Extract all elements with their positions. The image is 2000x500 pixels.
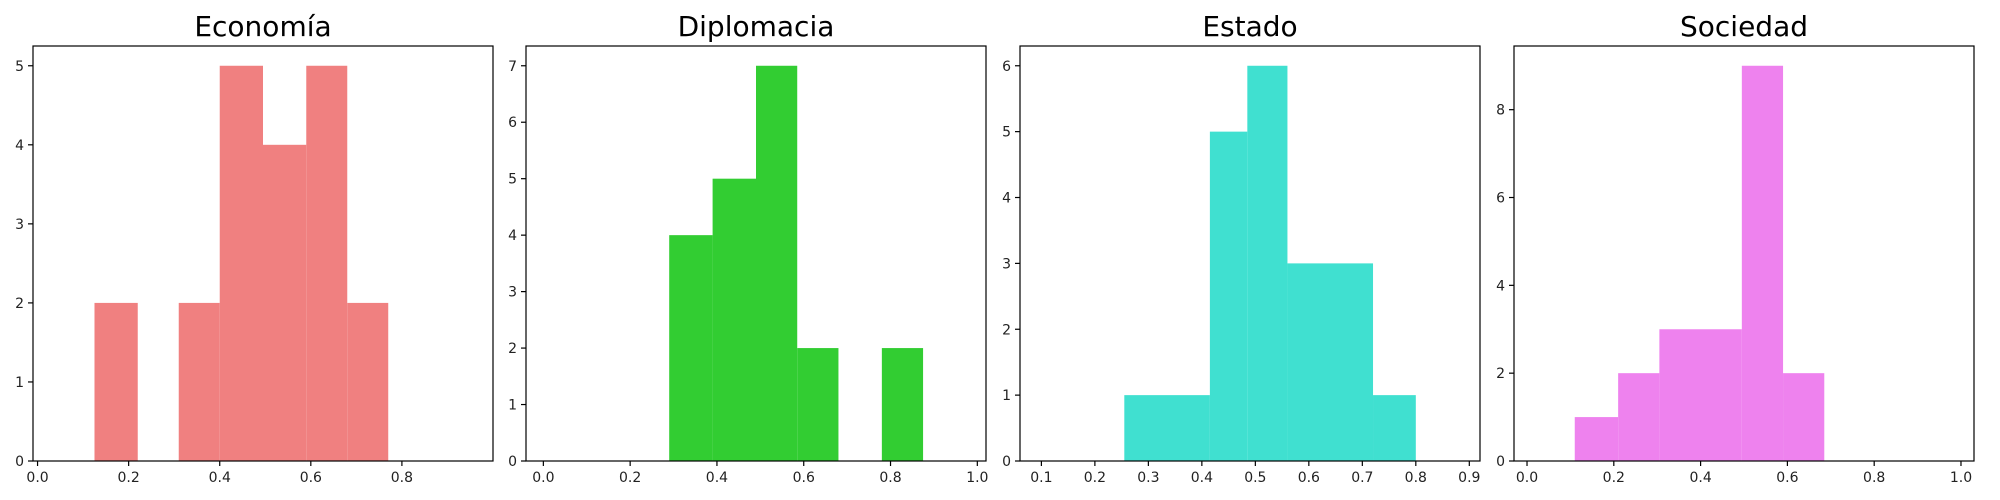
histogram-bar xyxy=(881,348,924,461)
x-tick-label: 0.2 xyxy=(118,470,140,486)
x-tick-label: 0.7 xyxy=(1351,470,1373,486)
x-tick-label: 0.6 xyxy=(1776,470,1798,486)
axes-frame xyxy=(525,45,987,462)
x-tick-label: 0.4 xyxy=(1689,470,1711,486)
histogram-bar xyxy=(1373,395,1416,461)
panel-estado: Estado 0.1 0.2 0.3 0.4 0.5 0.6 0.7 0.8 0.9 0 1 2 3 4 5… xyxy=(1002,10,1481,486)
y-tick-label: 0 xyxy=(508,454,517,470)
y-tick-label: 3 xyxy=(1002,256,1011,272)
panel-diplomacia: Diplomacia 0.0 0.2 0.4 0.6 0.8 1.0 0 1 2 3 4 5 6 7 xyxy=(508,10,988,486)
axes-frame xyxy=(1019,45,1481,462)
x-tick-label: 1.0 xyxy=(1950,470,1972,486)
y-tick-label: 0 xyxy=(1496,454,1505,470)
y-tick-label: 4 xyxy=(1002,191,1011,207)
y-tick-label: 8 xyxy=(1496,103,1505,119)
y-tick-label: 4 xyxy=(1496,278,1505,294)
histogram-bar xyxy=(1287,263,1374,461)
x-tick-label: 0.3 xyxy=(1137,470,1159,486)
panel-title: Estado xyxy=(1202,10,1297,43)
x-tick-label: 0.2 xyxy=(1084,470,1106,486)
y-tick-label: 2 xyxy=(508,341,517,357)
panel-economia: Economía 0.0 0.2 0.4 0.6 0.8 0 1 2 3 4 5 xyxy=(15,10,494,486)
x-tick-label: 0.2 xyxy=(619,470,641,486)
y-tick-label: 5 xyxy=(15,59,24,75)
y-tick-label: 1 xyxy=(15,375,24,391)
x-tick-label: 0.8 xyxy=(1863,470,1885,486)
x-tick-label: 0.4 xyxy=(209,470,231,486)
x-tick-label: 0.8 xyxy=(391,470,413,486)
y-tick-label: 6 xyxy=(1002,59,1011,75)
panel-title: Economía xyxy=(194,10,331,43)
histogram-bar xyxy=(1783,373,1825,461)
y-tick-label: 0 xyxy=(1002,454,1011,470)
histogram-bar xyxy=(669,235,713,461)
histogram-bar xyxy=(263,144,307,462)
y-tick-label: 1 xyxy=(508,398,517,414)
y-tick-label: 3 xyxy=(15,217,24,233)
x-tick-label: 0.4 xyxy=(1191,470,1213,486)
x-tick-label: 1.0 xyxy=(966,470,988,486)
axes-frame xyxy=(32,45,494,462)
histogram-bar xyxy=(1247,65,1288,461)
y-tick-label: 5 xyxy=(1002,125,1011,141)
histogram-bar xyxy=(178,302,220,461)
x-tick-label: 0.5 xyxy=(1244,470,1266,486)
x-tick-label: 0.9 xyxy=(1458,470,1480,486)
y-tick-label: 5 xyxy=(508,172,517,188)
y-tick-label: 2 xyxy=(1496,366,1505,382)
y-tick-label: 4 xyxy=(508,228,517,244)
histogram-bar xyxy=(712,178,756,461)
x-tick-label: 0.4 xyxy=(706,470,728,486)
y-tick-label: 0 xyxy=(15,454,24,470)
histogram-bar xyxy=(219,65,263,461)
y-tick-label: 4 xyxy=(15,138,24,154)
y-tick-label: 3 xyxy=(508,285,517,301)
x-tick-label: 0.6 xyxy=(300,470,322,486)
histogram-bar xyxy=(1124,395,1210,461)
histogram-bar xyxy=(756,65,798,461)
x-tick-label: 0.1 xyxy=(1030,470,1052,486)
histogram-bar xyxy=(94,302,138,461)
x-tick-label: 0.0 xyxy=(26,470,48,486)
panel-sociedad: Sociedad 0.0 0.2 0.4 0.6 0.8 1.0 0 2 4 6 8 xyxy=(1496,10,1975,486)
x-tick-label: 0.6 xyxy=(793,470,815,486)
x-tick-label: 0.6 xyxy=(1298,470,1320,486)
histogram-bar xyxy=(1209,131,1248,461)
x-tick-label: 0.0 xyxy=(1516,470,1538,486)
y-tick-label: 6 xyxy=(1496,191,1505,207)
histogram-bar xyxy=(1574,417,1619,461)
y-tick-label: 2 xyxy=(15,296,24,312)
y-tick-label: 2 xyxy=(1002,322,1011,338)
histogram-bar xyxy=(347,302,389,461)
panel-title: Diplomacia xyxy=(678,10,835,43)
y-tick-label: 7 xyxy=(508,59,517,75)
histogram-bar xyxy=(306,65,348,461)
histogram-bar xyxy=(1618,373,1660,461)
y-tick-label: 1 xyxy=(1002,388,1011,404)
x-tick-label: 0.8 xyxy=(1405,470,1427,486)
y-tick-label: 6 xyxy=(508,115,517,131)
histogram-bar xyxy=(1659,329,1742,461)
panel-title: Sociedad xyxy=(1680,10,1808,43)
histogram-bar xyxy=(797,348,839,461)
axes-frame xyxy=(1513,45,1975,462)
x-tick-label: 0.2 xyxy=(1603,470,1625,486)
histogram-bar xyxy=(1741,65,1784,461)
x-tick-label: 0.0 xyxy=(532,470,554,486)
x-tick-label: 0.8 xyxy=(879,470,901,486)
